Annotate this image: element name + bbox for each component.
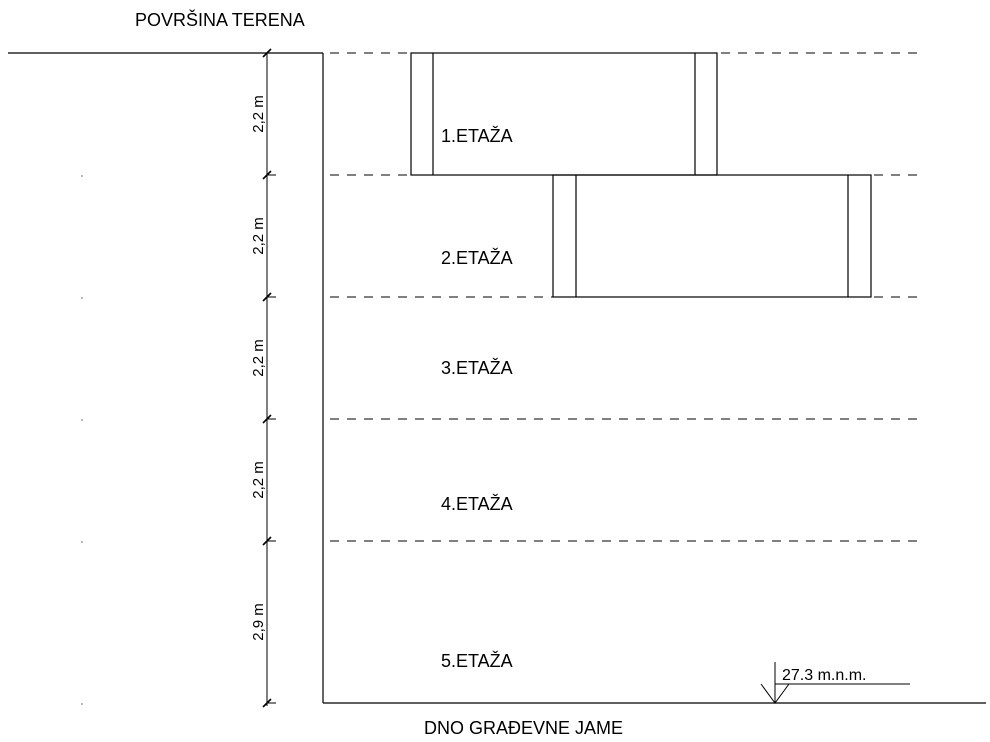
level-label-1: 1.ETAŽA xyxy=(441,126,513,146)
surface-label: POVRŠINA TERENA xyxy=(135,9,305,30)
elevation-marker xyxy=(760,662,910,704)
bottom-label: DNO GRAĐEVNE JAME xyxy=(424,718,623,738)
machine-body-2 xyxy=(552,174,872,298)
level-label-5: 5.ETAŽA xyxy=(441,651,513,671)
elevation-label: 27.3 m.n.m. xyxy=(782,667,866,684)
marker-dot-2 xyxy=(81,297,83,299)
dimension-extension-lines xyxy=(267,174,276,704)
machine-outline-level-2 xyxy=(552,174,872,298)
dimension-tick-1 xyxy=(262,48,272,58)
marker-dots xyxy=(81,175,83,705)
height-label-4: 2,2 m xyxy=(250,461,267,499)
machine-body-1 xyxy=(410,52,718,176)
level-label-3: 3.ETAŽA xyxy=(441,358,513,378)
marker-dot-1 xyxy=(81,175,83,177)
level-label-2: 2.ETAŽA xyxy=(441,248,513,268)
marker-dot-4 xyxy=(81,541,83,543)
height-label-5: 2,9 m xyxy=(250,603,267,641)
height-label-1: 2,2 m xyxy=(250,95,267,133)
height-label-3: 2,2 m xyxy=(250,339,267,377)
machine-outline-level-1 xyxy=(410,52,718,176)
marker-dot-5 xyxy=(81,703,83,705)
elevation-triangle-icon xyxy=(760,683,790,704)
level-label-4: 4.ETAŽA xyxy=(441,494,513,514)
height-label-2: 2,2 m xyxy=(250,217,267,255)
marker-dot-3 xyxy=(81,419,83,421)
